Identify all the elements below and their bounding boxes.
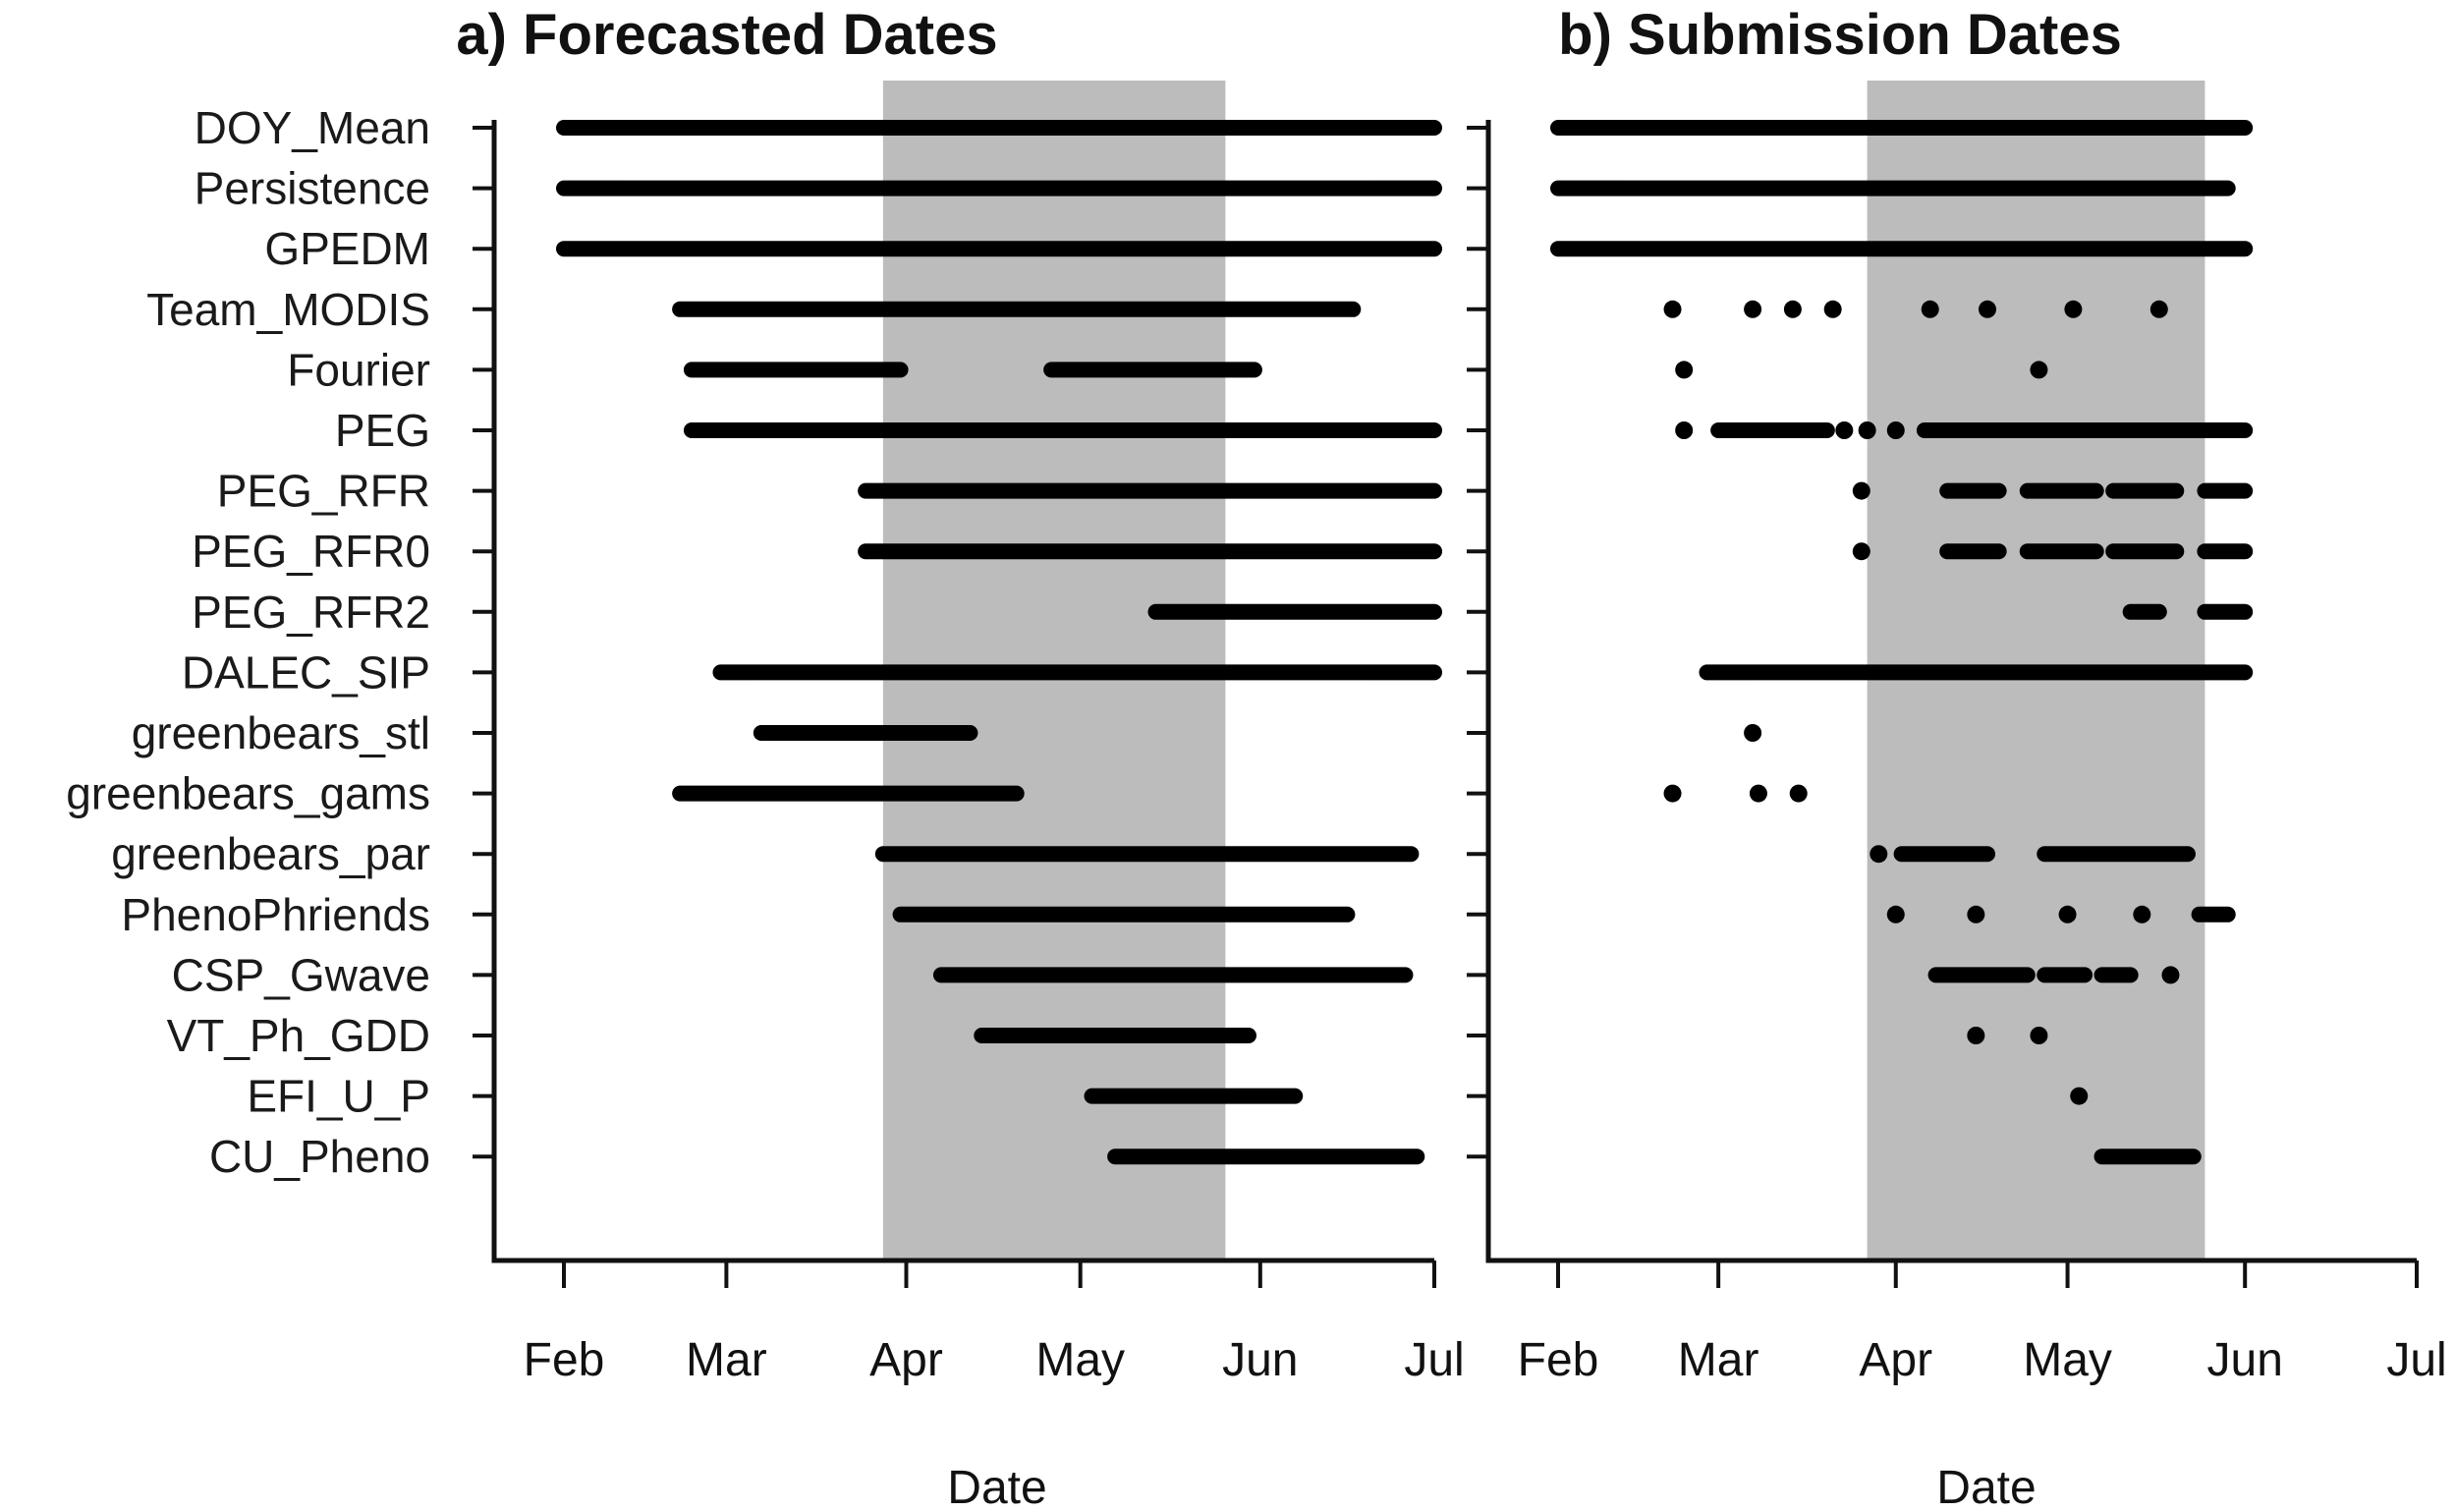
category-label-vt-ph-gdd: VT_Ph_GDD xyxy=(167,1010,430,1061)
category-label-greenbears-par: greenbears_par xyxy=(111,828,430,879)
point-team-modis-0 xyxy=(1663,300,1682,318)
series-peg-rfr xyxy=(1852,481,2254,500)
category-label-team-modis: Team_MODIS xyxy=(146,284,430,335)
panel-a-category-labels: DOY_Mean Persistence GPEDM Team_MODIS Fourie… xyxy=(66,102,430,1182)
series-vt-ph-gdd xyxy=(1967,1027,2048,1044)
panel-b-x-axis-label: Date xyxy=(1936,1462,2036,1512)
point-greenbears-par-0 xyxy=(1870,845,1888,864)
category-label-peg-rfr2: PEG_RFR2 xyxy=(192,587,430,638)
panel-a-marks xyxy=(556,120,1442,1165)
category-label-peg-rfr: PEG_RFR xyxy=(217,466,430,517)
point-team-modis-2 xyxy=(1783,300,1802,318)
series-greenbears-stl xyxy=(1744,724,1762,742)
panel-b-month-labels: Feb Mar Apr May Jun Jul xyxy=(1518,1334,2447,1386)
x-tick-label-jul: Jul xyxy=(2386,1334,2446,1386)
point-peg-3 xyxy=(1886,421,1905,439)
series-efi-u-p xyxy=(2070,1087,2089,1105)
point-peg-rfr0-0 xyxy=(1852,542,1870,561)
x-tick-label-feb: Feb xyxy=(524,1334,605,1386)
panel-b-marks xyxy=(1550,120,2254,1165)
panel-submission-dates: Feb Mar Apr May Jun Jul b) Submission Dates D… xyxy=(1467,3,2447,1512)
category-label-gpedm: GPEDM xyxy=(264,223,430,274)
panel-b-title: b) Submission Dates xyxy=(1558,3,2122,67)
x-tick-label-mar: Mar xyxy=(686,1334,767,1386)
category-label-peg-rfr0: PEG_RFR0 xyxy=(192,526,430,577)
point-phenophriends-0 xyxy=(1886,905,1905,924)
point-fourier-1 xyxy=(2030,361,2048,379)
point-efi-u-p-0 xyxy=(2070,1087,2089,1105)
point-fourier-0 xyxy=(1675,361,1694,379)
point-csp-gwave-0 xyxy=(2161,966,2180,984)
panel-a-axes xyxy=(491,120,1434,1263)
panel-a-month-labels: Feb Mar Apr May Jun Jul xyxy=(524,1334,1465,1386)
point-phenophriends-3 xyxy=(2133,905,2151,924)
series-greenbears-gams xyxy=(1663,784,1808,803)
category-label-peg: PEG xyxy=(335,405,430,456)
point-vt-ph-gdd-0 xyxy=(1967,1027,1985,1044)
x-tick-label-jul: Jul xyxy=(1404,1334,1464,1386)
point-team-modis-4 xyxy=(1921,300,1939,318)
series-team-modis xyxy=(1663,300,2168,318)
x-tick-label-jun: Jun xyxy=(1222,1334,1298,1386)
panel-b-ticks xyxy=(1467,126,2419,1288)
point-greenbears-gams-0 xyxy=(1663,784,1682,803)
category-label-persistence: Persistence xyxy=(195,163,430,214)
series-phenophriends xyxy=(1886,905,2236,924)
x-tick-label-may: May xyxy=(2023,1334,2112,1386)
point-phenophriends-2 xyxy=(2058,905,2077,924)
point-vt-ph-gdd-1 xyxy=(2030,1027,2048,1044)
panel-a-ticks xyxy=(473,126,1436,1288)
category-label-dalec-sip: DALEC_SIP xyxy=(182,646,430,698)
category-label-phenophriends: PhenoPhriends xyxy=(121,889,430,940)
panel-a-title: a) Forecasted Dates xyxy=(456,3,997,67)
panel-forecasted-dates: DOY_Mean Persistence GPEDM Team_MODIS Fourie… xyxy=(66,3,1464,1512)
x-tick-label-jun: Jun xyxy=(2207,1334,2283,1386)
x-tick-label-apr: Apr xyxy=(869,1334,943,1386)
series-peg xyxy=(1675,421,2254,439)
point-peg-1 xyxy=(1835,421,1854,439)
series-greenbears-par xyxy=(1870,845,2196,864)
point-peg-rfr-0 xyxy=(1852,481,1870,500)
panel-b-axes xyxy=(1485,120,2417,1263)
point-team-modis-7 xyxy=(2149,300,2168,318)
point-team-modis-5 xyxy=(1979,300,1996,318)
point-team-modis-3 xyxy=(1823,300,1842,318)
category-label-csp-gwave: CSP_Gwave xyxy=(172,949,430,1000)
x-tick-label-may: May xyxy=(1035,1334,1125,1386)
point-greenbears-stl-0 xyxy=(1744,724,1762,742)
point-phenophriends-1 xyxy=(1967,905,1985,924)
category-label-doy-mean: DOY_Mean xyxy=(195,102,430,153)
point-peg-2 xyxy=(1858,421,1876,439)
series-fourier xyxy=(1675,361,2048,379)
point-team-modis-1 xyxy=(1744,300,1762,318)
series-csp-gwave xyxy=(1927,966,2180,984)
category-label-cu-pheno: CU_Pheno xyxy=(209,1131,430,1182)
point-peg-0 xyxy=(1675,421,1694,439)
point-team-modis-6 xyxy=(2064,300,2083,318)
category-label-efi-u-p: EFI_U_P xyxy=(247,1071,430,1122)
category-label-fourier: Fourier xyxy=(287,344,430,395)
category-label-greenbears-stl: greenbears_stl xyxy=(132,707,430,758)
x-tick-label-apr: Apr xyxy=(1859,1334,1932,1386)
panel-a-x-axis-label: Date xyxy=(947,1462,1046,1512)
category-label-greenbears-gams: greenbears_gams xyxy=(66,768,430,819)
point-greenbears-gams-2 xyxy=(1789,784,1808,803)
x-tick-label-mar: Mar xyxy=(1678,1334,1759,1386)
point-greenbears-gams-1 xyxy=(1749,784,1767,803)
series-peg-rfr0 xyxy=(1852,542,2254,561)
x-tick-label-feb: Feb xyxy=(1518,1334,1599,1386)
